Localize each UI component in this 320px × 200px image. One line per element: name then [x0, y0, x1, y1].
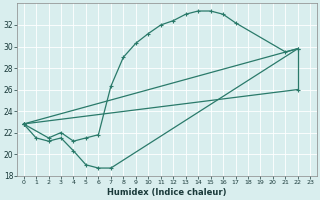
X-axis label: Humidex (Indice chaleur): Humidex (Indice chaleur) — [107, 188, 227, 197]
